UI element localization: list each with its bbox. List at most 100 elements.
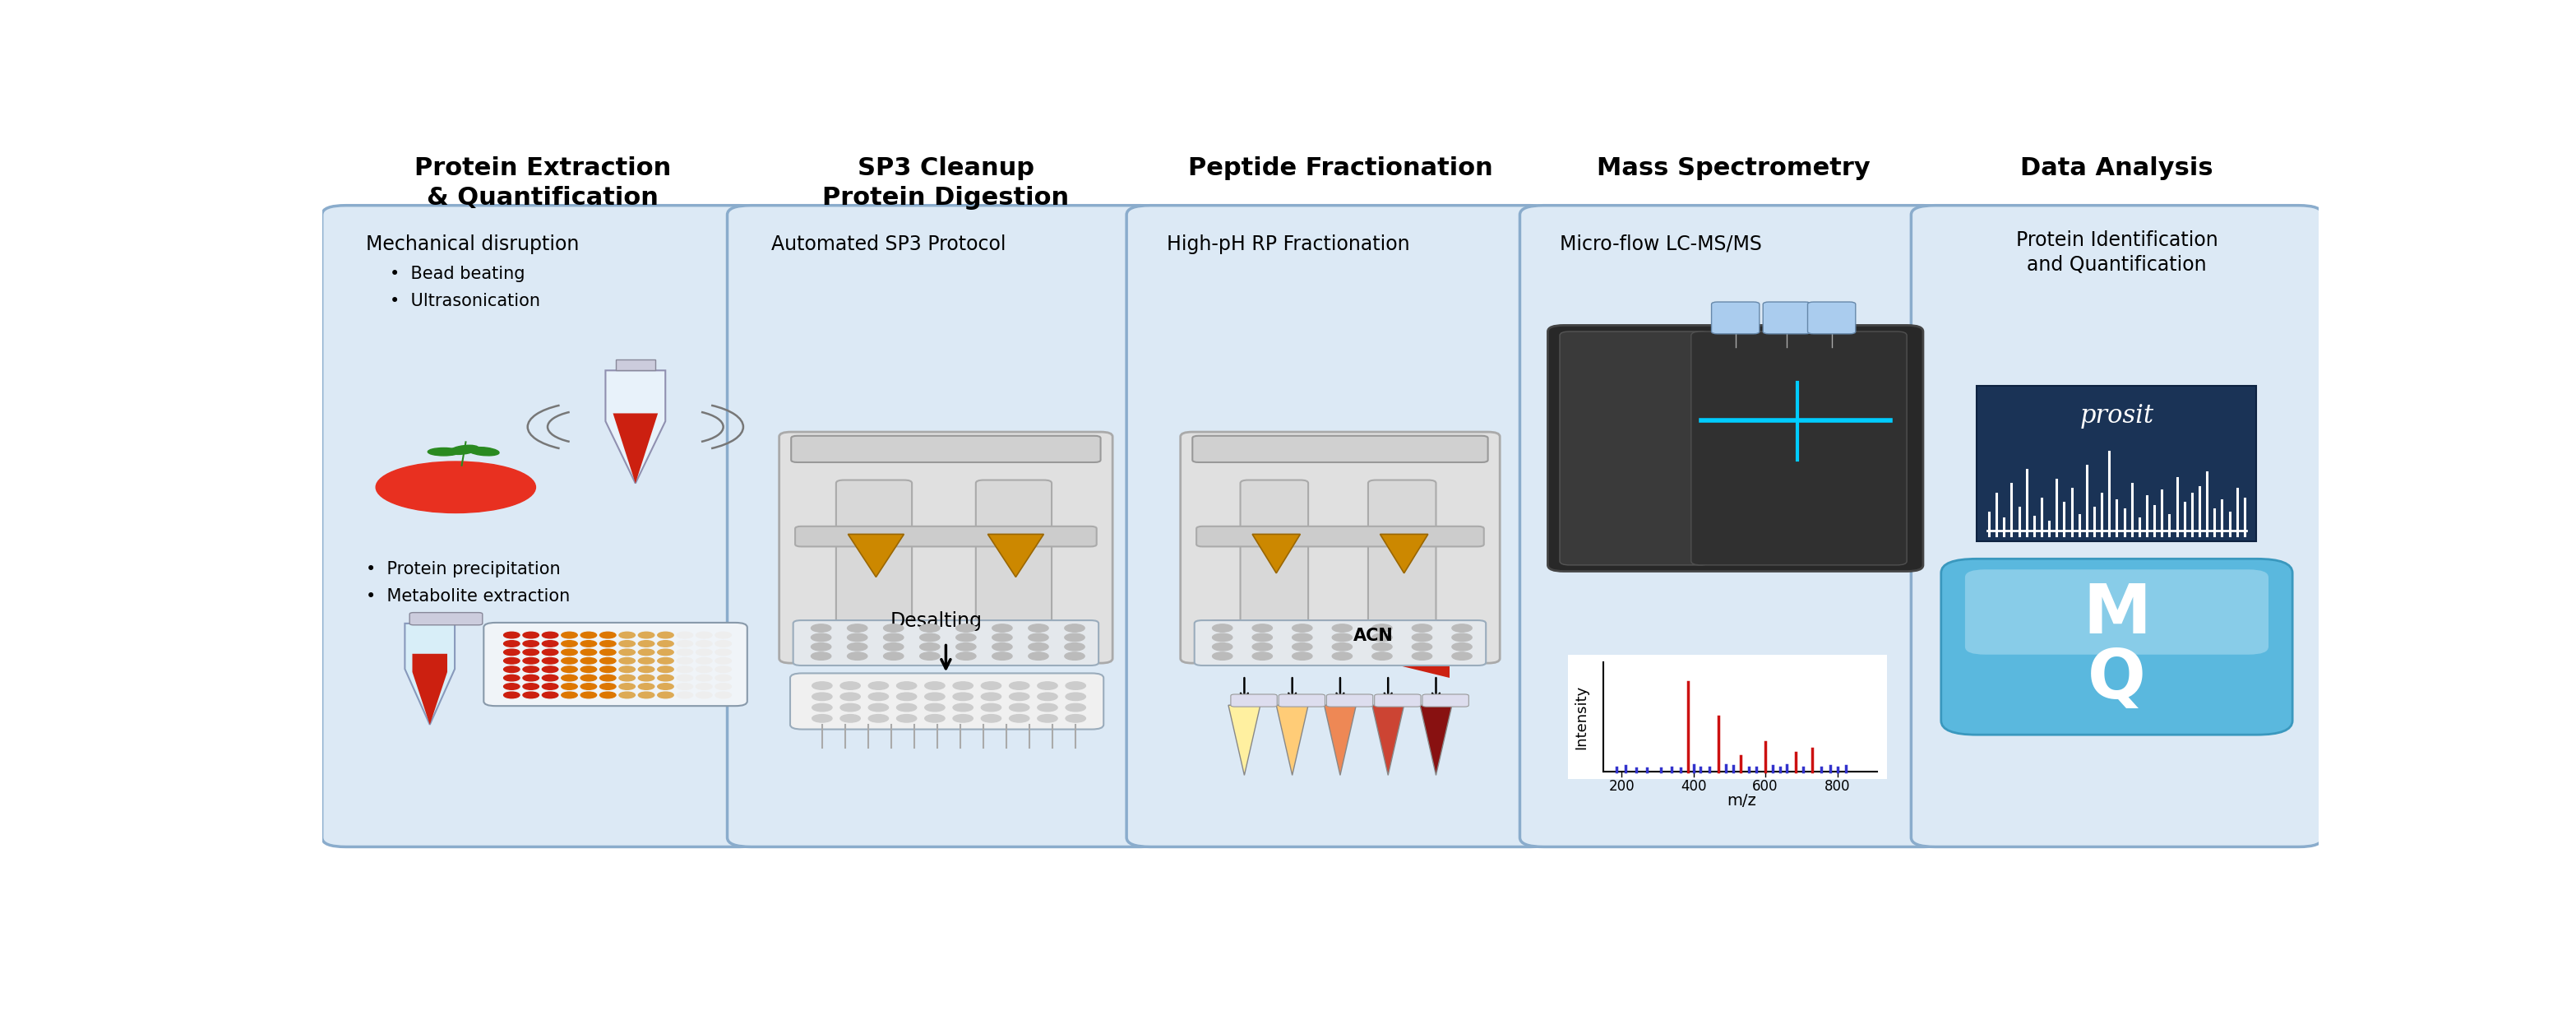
Circle shape [896,715,917,722]
Circle shape [696,658,711,664]
Circle shape [1064,652,1084,660]
Circle shape [618,666,636,672]
Circle shape [505,683,520,690]
FancyBboxPatch shape [1327,695,1373,707]
Circle shape [1332,652,1352,660]
Circle shape [505,674,520,681]
Polygon shape [1252,534,1301,573]
Circle shape [1453,652,1471,660]
Circle shape [639,658,654,664]
Circle shape [618,632,636,638]
Circle shape [505,692,520,699]
Circle shape [1038,681,1059,690]
Text: •  Bead beating: • Bead beating [389,265,526,282]
Circle shape [618,641,636,647]
Circle shape [1213,643,1231,651]
FancyBboxPatch shape [322,205,762,847]
Circle shape [696,692,711,699]
Circle shape [657,658,672,664]
Circle shape [657,632,672,638]
Circle shape [896,681,917,690]
Circle shape [1038,693,1059,701]
Circle shape [920,643,940,651]
Circle shape [992,624,1012,632]
Text: Intensity: Intensity [1574,684,1589,749]
Circle shape [1028,652,1048,660]
Circle shape [884,643,904,651]
Circle shape [956,624,976,632]
Circle shape [868,704,889,712]
Circle shape [1064,624,1084,632]
Circle shape [868,693,889,701]
Text: Mass Spectrometry: Mass Spectrometry [1597,157,1870,180]
FancyBboxPatch shape [1911,205,2324,847]
Circle shape [618,674,636,681]
Circle shape [1252,643,1273,651]
Circle shape [716,674,732,681]
FancyBboxPatch shape [1195,527,1484,547]
FancyBboxPatch shape [1242,480,1309,646]
Circle shape [953,693,974,701]
Circle shape [1373,624,1391,632]
Circle shape [1066,681,1084,690]
Circle shape [1028,634,1048,641]
Circle shape [981,681,1002,690]
Text: High-pH RP Fractionation: High-pH RP Fractionation [1167,235,1409,254]
Circle shape [696,674,711,681]
Circle shape [677,649,693,655]
Text: ACN: ACN [1352,628,1394,644]
Polygon shape [987,534,1043,577]
Ellipse shape [448,445,479,454]
Circle shape [523,632,538,638]
Circle shape [1412,652,1432,660]
Circle shape [981,704,1002,712]
Text: Data Analysis: Data Analysis [2020,157,2213,180]
Circle shape [981,715,1002,722]
Circle shape [677,666,693,672]
Circle shape [600,683,616,690]
FancyBboxPatch shape [1808,302,1855,334]
Circle shape [1252,624,1273,632]
Circle shape [1066,704,1084,712]
FancyBboxPatch shape [410,613,482,625]
Circle shape [1064,634,1084,641]
Circle shape [677,683,693,690]
Circle shape [639,641,654,647]
Polygon shape [1381,534,1427,573]
Circle shape [1213,652,1231,660]
Circle shape [811,652,832,660]
FancyBboxPatch shape [1762,302,1811,334]
Circle shape [1373,643,1391,651]
FancyBboxPatch shape [1942,559,2293,735]
Circle shape [848,624,868,632]
Text: prosit: prosit [2079,403,2154,429]
Circle shape [523,658,538,664]
Circle shape [896,693,917,701]
Circle shape [1066,715,1084,722]
Circle shape [580,641,598,647]
FancyBboxPatch shape [793,621,1097,665]
Text: SP3 Cleanup
Protein Digestion: SP3 Cleanup Protein Digestion [822,157,1069,209]
Circle shape [840,704,860,712]
Circle shape [1066,693,1084,701]
Polygon shape [1373,706,1404,775]
Circle shape [840,715,860,722]
Circle shape [580,674,598,681]
Circle shape [657,692,672,699]
Circle shape [1028,643,1048,651]
Circle shape [600,658,616,664]
FancyBboxPatch shape [1180,432,1499,663]
Polygon shape [1211,620,1450,678]
Ellipse shape [469,447,500,456]
Circle shape [1010,704,1030,712]
Circle shape [639,666,654,672]
Circle shape [639,674,654,681]
Circle shape [541,692,559,699]
Circle shape [811,634,832,641]
Circle shape [541,658,559,664]
Circle shape [523,674,538,681]
Circle shape [920,634,940,641]
Circle shape [1293,634,1311,641]
Circle shape [523,666,538,672]
Circle shape [1252,652,1273,660]
